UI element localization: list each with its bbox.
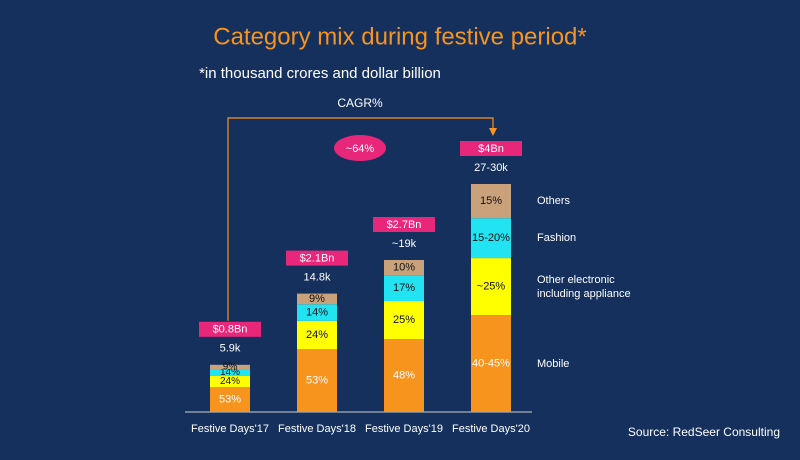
dollar-badge [373,217,435,232]
bar-segment [210,386,250,412]
chart-title: Category mix during festive period* [213,23,587,50]
dollar-label: $0.8Bn [213,324,248,336]
segment-label: 15-20% [472,232,510,244]
x-tick-label: Festive Days'19 [365,423,443,435]
bar-segment [297,293,337,305]
dollar-badge [460,141,522,156]
segment-label: 15% [480,195,502,207]
bar-segment [297,349,337,412]
cagr-arrow [489,128,497,136]
legend-entry: Other electronic including appliance [537,273,631,300]
source: Source: RedSeer Consulting [628,425,780,439]
segment-label: 53% [306,375,328,387]
bar-segment [471,258,511,316]
bar-segment [471,315,511,412]
legend-label: Mobile [537,357,570,370]
legend-label: Other electronic including appliance [537,273,631,300]
cagr-annotation: CAGR% [337,96,383,110]
segment-label: 24% [306,329,328,341]
bar-segment [384,275,424,302]
dollar-label: $2.7Bn [387,219,422,231]
legend-entry: Others [537,195,571,208]
segment-label: ~25% [477,281,506,293]
total-label: 14.8k [304,272,331,284]
segment-label: 14% [306,306,328,318]
bar-segment [210,375,250,387]
segment-label: 14% [220,367,240,378]
segment-label: 40-45% [472,357,510,369]
subtitle: *in thousand crores and dollar billion [199,65,441,82]
segment-label: 17% [393,282,415,294]
bar-segment [297,304,337,321]
segment-label: 24% [220,376,240,387]
x-tick-label: Festive Days'17 [191,423,269,435]
bar-segment [384,260,424,276]
legend-entry: Mobile [537,357,570,370]
cagr-badge [334,135,386,161]
x-tick-label: Festive Days'18 [278,423,356,435]
dollar-badge [199,321,261,337]
cagr-line [227,117,494,321]
legend-label: Others [537,195,571,208]
dollar-badge [286,250,348,266]
segment-label: 53% [219,393,241,405]
legend-entry: Fashion [537,232,577,245]
segment-label: 25% [393,314,415,326]
segment-label: 9% [309,293,325,305]
total-label: ~19k [392,238,417,250]
legend-label: Fashion [537,232,577,245]
bar-segment [210,364,250,370]
segment-label: 10% [393,262,415,274]
bar-segment [210,369,250,376]
total-label: 5.9k [220,343,241,355]
bar-segment [471,184,511,219]
cagr-value: ~64% [346,143,375,155]
x-tick-label: Festive Days'20 [452,423,530,435]
bar-segment [297,320,337,350]
bar-segment [471,218,511,259]
dollar-label: $2.1Bn [300,253,335,265]
segment-label: 48% [393,369,415,381]
bar-segment [384,301,424,340]
bar-segment [384,339,424,412]
segment-label: 9% [223,362,238,373]
dollar-label: $4Bn [478,143,504,155]
total-label: 27-30k [474,162,508,174]
